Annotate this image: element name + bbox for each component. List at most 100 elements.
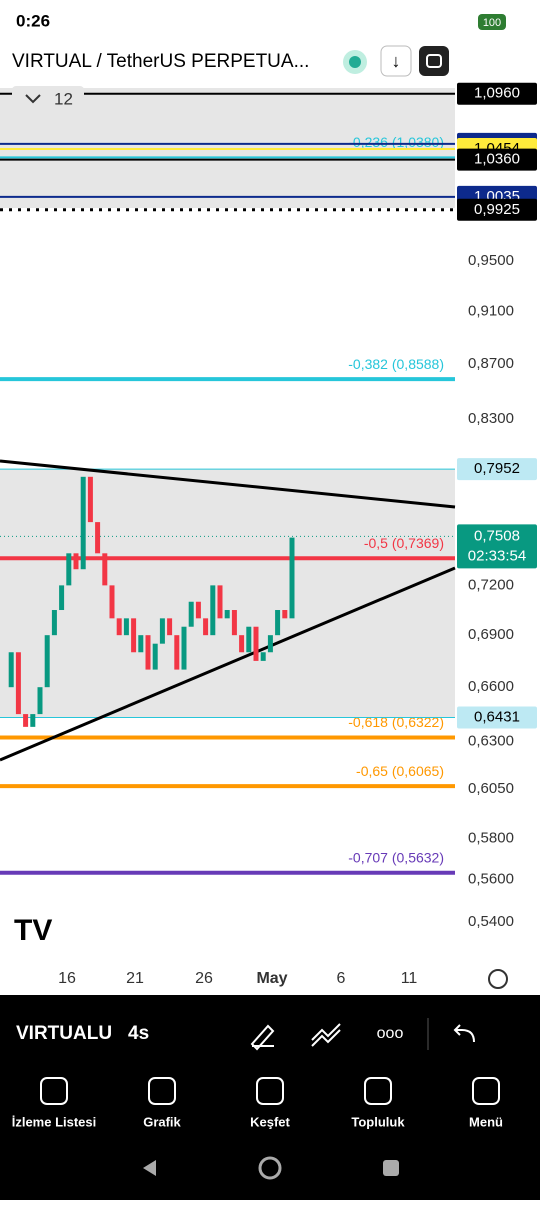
price-axis-label: 0,6900 [468, 626, 514, 643]
chevron [25, 94, 41, 104]
candle [167, 618, 173, 636]
system-nav [0, 1147, 540, 1200]
more-icon[interactable]: ooo [377, 1025, 404, 1042]
price-tag-label: 0,9925 [474, 201, 520, 218]
x-axis-label: 11 [401, 970, 418, 987]
nav-bar [0, 1067, 540, 1147]
nav-icon[interactable] [40, 1077, 68, 1105]
candle [59, 585, 65, 611]
candle [138, 635, 144, 653]
candle [224, 610, 230, 619]
trend-line [0, 459, 456, 509]
nav-icon[interactable] [256, 1077, 284, 1105]
tv-logo: TV [14, 914, 52, 947]
nav-label: Keşfet [250, 1114, 290, 1129]
x-axis-label: 6 [337, 970, 346, 987]
price-axis-label: 0,8700 [468, 355, 514, 372]
candle [116, 618, 122, 636]
status-dot-core [349, 56, 361, 68]
candle [51, 610, 57, 636]
battery-level: 100 [483, 17, 501, 29]
candle [73, 553, 79, 570]
header-bar [0, 40, 455, 84]
price-tag [457, 706, 537, 729]
candle [37, 687, 43, 715]
candle [87, 476, 93, 523]
nav-label: Menü [469, 1114, 503, 1129]
symbol-title: VIRTUAL / TetherUS PERPETUA... [12, 51, 309, 72]
candle [188, 601, 194, 627]
price-axis-label: 0,6300 [468, 733, 514, 750]
toolbar-interval[interactable]: 4s [128, 1023, 149, 1044]
price-tag-label: 0,7952 [474, 460, 520, 477]
candle [80, 476, 86, 570]
price-axis-label: 0,6050 [468, 780, 514, 797]
x-axis-label: 26 [195, 970, 213, 987]
price-tag-label: 1,0960 [474, 85, 520, 102]
undo-icon[interactable] [453, 1024, 475, 1043]
indicator-icon[interactable] [311, 1023, 341, 1047]
candle [260, 652, 266, 661]
price-tag [457, 198, 537, 221]
collapse-button[interactable] [12, 86, 84, 114]
price-tag-label: 0,6431 [474, 709, 520, 726]
draw-icon[interactable] [250, 1024, 275, 1051]
back-button[interactable] [143, 1160, 156, 1176]
price-axis-label: 0,9500 [468, 252, 514, 269]
price-axis-label: 0,7200 [468, 576, 514, 593]
fib-label: -0,5 (0,7369) [364, 535, 444, 551]
current-price: 0,7508 [474, 527, 520, 544]
nav-label: Topluluk [351, 1114, 405, 1129]
price-axis-label: 0,5400 [468, 913, 514, 930]
candle [217, 585, 223, 619]
fib-label: -0,236 (1,0380) [348, 134, 444, 150]
candle [109, 585, 115, 619]
price-tag [457, 458, 537, 481]
toolbar-symbol[interactable]: VIRTUALU [16, 1023, 112, 1044]
download-button[interactable] [380, 45, 412, 77]
home-button[interactable] [258, 1156, 282, 1180]
candle [66, 553, 72, 586]
price-axis-label: 0,8300 [468, 410, 514, 427]
candle [95, 522, 101, 554]
candle [203, 618, 209, 636]
nav-label: İzleme Listesi [12, 1114, 97, 1129]
fullscreen-icon [426, 54, 442, 68]
settings-icon[interactable] [488, 969, 508, 989]
status-time: 0:26 [16, 11, 50, 30]
trend-line [0, 566, 456, 762]
candle [30, 714, 36, 727]
candle [231, 610, 237, 636]
recents-button[interactable] [383, 1160, 399, 1176]
x-axis-label: 16 [58, 970, 76, 987]
range-zone [0, 469, 455, 717]
fullscreen-button[interactable] [419, 46, 449, 76]
price-axis-label: 0,5600 [468, 870, 514, 887]
candle [181, 626, 187, 670]
battery [478, 14, 506, 30]
candle [174, 635, 180, 670]
candle [267, 635, 273, 653]
candle [102, 553, 108, 586]
price-axis-label: 0,9100 [468, 302, 514, 319]
nav-icon[interactable] [364, 1077, 392, 1105]
price-tag [457, 148, 537, 171]
x-axis-label: May [256, 970, 287, 987]
toolbar [0, 995, 540, 1067]
price-tag-label: 1,0360 [474, 151, 520, 168]
price-tag [457, 82, 537, 105]
candle [282, 610, 288, 619]
candle [8, 652, 14, 688]
download-icon: ↓ [392, 51, 401, 71]
fib-label: -0,65 (0,6065) [356, 763, 444, 779]
candle [159, 618, 165, 644]
nav-icon[interactable] [472, 1077, 500, 1105]
nav-label: Grafik [143, 1114, 181, 1129]
fib-label: -0,707 (0,5632) [348, 849, 444, 865]
price-axis-label: 0,6600 [468, 678, 514, 695]
candle [246, 626, 252, 653]
candle [253, 626, 259, 661]
candle [123, 618, 129, 636]
nav-icon[interactable] [148, 1077, 176, 1105]
